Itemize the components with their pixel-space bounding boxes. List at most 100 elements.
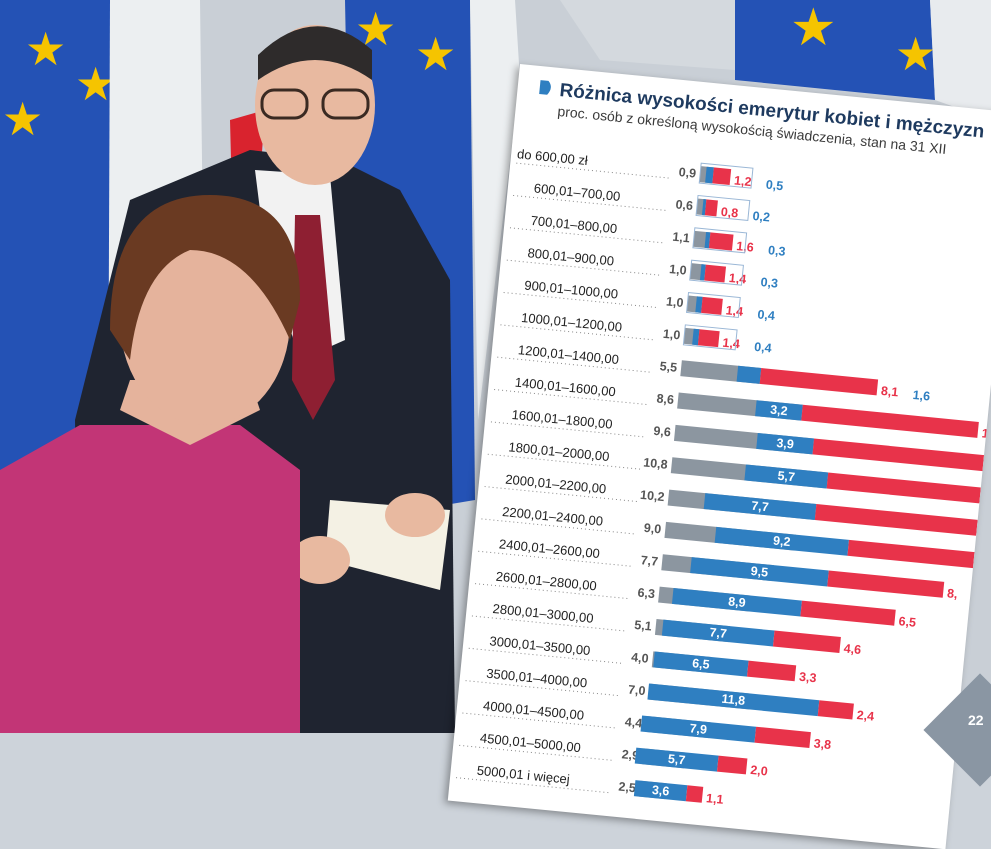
category-label: do 600,00 zł <box>517 146 589 168</box>
category-label: 1400,01–1600,00 <box>514 375 616 400</box>
category-label: 800,01–900,00 <box>527 245 615 268</box>
value-label-men: 0,3 <box>760 275 779 291</box>
bar-women <box>772 630 841 653</box>
value-label-total: 7,0 <box>627 683 646 699</box>
value-label-total: 1,0 <box>669 262 688 278</box>
value-label-women: 3,8 <box>813 736 832 752</box>
category-label: 600,01–700,00 <box>533 180 621 203</box>
value-label-total: 2,5 <box>618 780 637 796</box>
value-label-total: 1,0 <box>662 327 681 343</box>
svg-text:★: ★ <box>415 28 456 80</box>
title-marker-icon <box>539 80 551 95</box>
bar-women <box>800 600 896 626</box>
bar-women <box>826 472 981 504</box>
bar-bracket <box>695 194 751 222</box>
bar-men <box>705 166 714 184</box>
bar-men <box>690 557 829 587</box>
bar-men <box>647 683 820 717</box>
value-label-total: 8,6 <box>656 391 675 407</box>
value-label-men: 3,9 <box>776 436 795 452</box>
bar-men <box>755 400 803 421</box>
corner-label: 22 <box>968 712 984 728</box>
chart-card: Różnica wysokości emerytur kobiet i mężc… <box>447 64 991 849</box>
value-label-men: 0,3 <box>767 243 786 259</box>
value-label-women: 1,1 <box>705 791 724 807</box>
value-label-men: 1,6 <box>912 388 931 404</box>
bar-men <box>653 651 749 677</box>
value-label-men: 0,4 <box>757 307 776 323</box>
value-label-total: 5,5 <box>659 359 678 375</box>
value-label-total: 10,8 <box>643 455 669 471</box>
bar-men <box>703 493 817 520</box>
value-label-women: 4,6 <box>843 641 862 657</box>
category-label: 1000,01–1200,00 <box>521 310 623 335</box>
value-label-women: 1,2 <box>733 173 752 189</box>
value-label-total: 4,4 <box>624 715 643 731</box>
bar-women <box>817 700 854 720</box>
svg-text:★: ★ <box>75 58 116 110</box>
value-label-women: 12,2 <box>981 426 991 442</box>
value-label-men: 0,4 <box>754 340 773 356</box>
bar-men <box>695 296 703 313</box>
value-label-men: 0,5 <box>765 178 784 194</box>
bar-women <box>708 232 734 251</box>
chart-svg: Różnica wysokości emerytur kobiet i mężc… <box>456 80 991 807</box>
bar-women <box>747 660 797 682</box>
category-label: 700,01–800,00 <box>530 213 618 236</box>
category-label: 2800,01–3000,00 <box>492 601 594 626</box>
svg-text:★: ★ <box>895 28 936 80</box>
category-label: 2000,01–2200,00 <box>505 472 607 497</box>
eu-flag-left: ★ ★ ★ <box>0 0 116 490</box>
bar-men <box>701 199 707 216</box>
category-label: 2400,01–2600,00 <box>498 536 600 561</box>
value-label-men: 6,5 <box>692 656 711 672</box>
value-label-men: 11,8 <box>721 692 746 708</box>
bar-women <box>697 329 720 348</box>
bar-men <box>736 365 762 384</box>
category-label: 1600,01–1800,00 <box>511 407 613 432</box>
category-label: 2600,01–2800,00 <box>495 569 597 594</box>
value-label-total: 6,3 <box>637 586 656 602</box>
bar-bracket <box>686 291 741 319</box>
bar-women <box>685 785 704 803</box>
bar-bracket <box>682 324 738 351</box>
svg-text:★: ★ <box>2 93 43 145</box>
value-label-women: 6,5 <box>898 614 917 630</box>
bar-men <box>714 526 849 556</box>
value-label-women: 3,3 <box>798 670 817 686</box>
category-label: 1200,01–1400,00 <box>517 342 619 367</box>
bar-bracket <box>698 162 754 189</box>
value-label-men: 3,2 <box>770 403 789 419</box>
value-label-men: 0,2 <box>752 209 771 225</box>
bar-women <box>704 264 727 283</box>
value-label-total: 10,2 <box>640 488 666 504</box>
value-label-total: 9,0 <box>643 521 662 537</box>
value-label-men: 7,7 <box>709 625 728 641</box>
bar-women <box>801 404 979 438</box>
value-label-men: 3,6 <box>651 783 670 799</box>
value-label-men: 5,7 <box>667 752 686 768</box>
value-label-men: 7,9 <box>689 721 708 737</box>
value-label-total: 9,6 <box>653 424 672 440</box>
value-label-total: 7,7 <box>640 553 659 569</box>
bar-women <box>847 539 975 569</box>
woman-figure <box>0 195 300 733</box>
value-label-men: 5,7 <box>777 469 796 485</box>
value-label-men: 7,7 <box>751 499 770 515</box>
chart-rows: do 600,00 zł 0,9 1,2 0,5 600,01–700,00 0,6 0,8… <box>456 146 991 807</box>
category-label: 2200,01–2400,00 <box>502 504 604 529</box>
value-label-women: 2,0 <box>750 763 769 779</box>
bar-women <box>759 367 879 396</box>
value-label-women: 2,4 <box>856 708 875 724</box>
value-label-total: 1,0 <box>665 294 684 310</box>
bar-men <box>692 328 700 346</box>
bar-men <box>704 231 711 249</box>
value-label-women: 8,1 <box>880 384 899 400</box>
value-label-women: 0,8 <box>720 205 739 221</box>
bar-women <box>712 167 732 186</box>
value-label-total: 1,1 <box>672 230 691 246</box>
leader-line <box>516 162 672 179</box>
value-label-total: 4,0 <box>631 650 650 666</box>
bar-men <box>744 464 829 489</box>
svg-text:★: ★ <box>25 23 66 75</box>
